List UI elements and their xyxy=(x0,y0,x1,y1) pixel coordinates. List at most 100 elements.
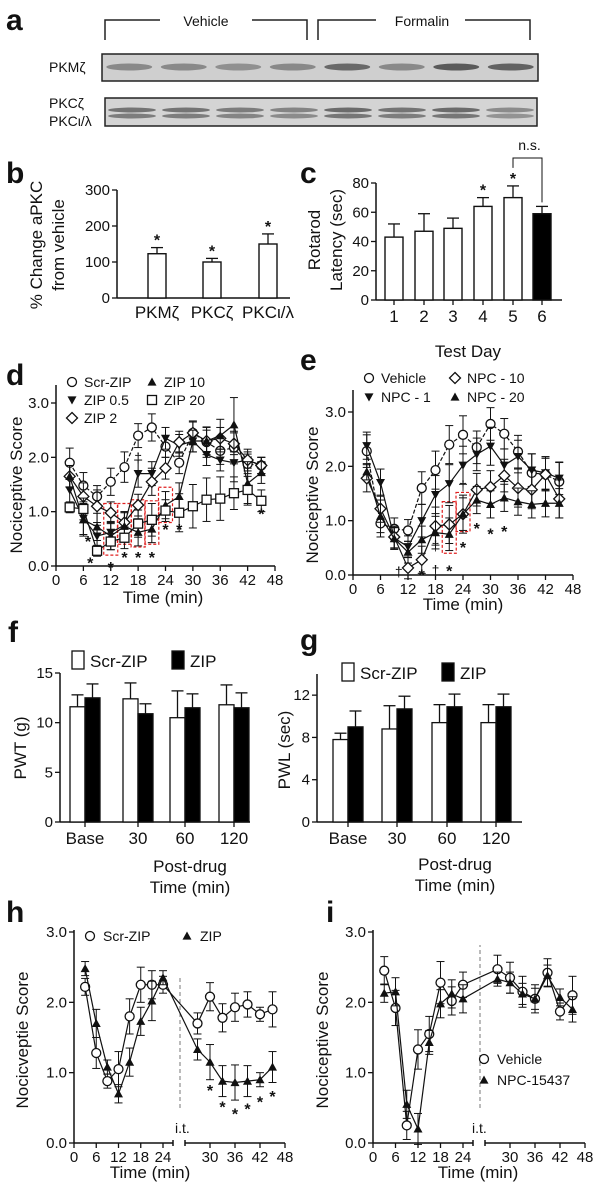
triangle-up-marker xyxy=(402,1099,412,1108)
x-tick-label: 30 xyxy=(482,581,499,598)
x-tick-label: 48 xyxy=(267,572,284,589)
triangle-up-marker xyxy=(114,1089,123,1098)
panel-label-f: f xyxy=(8,616,19,649)
diamond-open-marker xyxy=(65,411,79,425)
blot-band xyxy=(433,63,480,71)
significance-star: * xyxy=(257,1094,264,1111)
g-xlabel-2: Time (min) xyxy=(415,876,496,895)
blot-band xyxy=(270,113,318,119)
triangle-down-marker xyxy=(364,393,374,402)
blot-band xyxy=(378,113,426,119)
x-tick-label: 6 xyxy=(391,1149,399,1166)
ns-bracket xyxy=(512,157,543,203)
x-tick-label: 48 xyxy=(565,581,582,598)
triangle-up-marker xyxy=(530,994,540,1003)
x-tick-label: 48 xyxy=(577,1149,594,1166)
y-tick-label: 3.0 xyxy=(345,924,366,941)
triangle-up-marker xyxy=(413,1124,423,1133)
square-open-marker xyxy=(256,495,267,506)
y-tick-label: 12 xyxy=(293,687,310,704)
triangle-up-marker xyxy=(379,988,389,997)
diamond-open-marker xyxy=(415,553,429,567)
legend-label: Vehicle xyxy=(381,370,426,386)
square-open-marker xyxy=(78,503,89,515)
diamond-open-marker xyxy=(448,371,462,385)
circle-open-marker xyxy=(379,965,390,976)
c-ylabel-2: Latency (sec) xyxy=(327,189,346,291)
circle-open-marker xyxy=(105,476,116,487)
x-tick-label: 0 xyxy=(349,581,357,598)
triangle-down-marker xyxy=(215,456,225,465)
significance-star: * xyxy=(244,1101,251,1118)
bar xyxy=(202,261,222,299)
triangle-up-marker xyxy=(218,1076,227,1085)
triangle-up-marker xyxy=(444,529,454,538)
h-break-label: i.t. xyxy=(175,1120,190,1136)
formalin-bracket xyxy=(317,19,531,40)
x-tick-label: 36 xyxy=(527,1149,544,1166)
triangle-down-marker xyxy=(362,442,372,451)
square-open-marker xyxy=(91,545,103,556)
triangle-up-marker xyxy=(102,1062,112,1071)
blot-band xyxy=(216,107,264,113)
circle-open-marker xyxy=(430,464,441,476)
blot-band xyxy=(162,107,210,113)
legend-label: NPC - 20 xyxy=(467,389,525,405)
triangle-down-marker xyxy=(472,450,482,459)
circle-open-marker xyxy=(119,461,130,473)
y-tick-label: 0.0 xyxy=(46,1135,67,1152)
bar xyxy=(258,243,278,299)
significance-star: * xyxy=(446,563,453,580)
significance-star: * xyxy=(269,1089,276,1106)
triangle-up-marker xyxy=(447,989,457,998)
triangle-down-marker xyxy=(444,480,454,489)
triangle-up-marker xyxy=(268,1062,277,1071)
e-xlabel: Time (min) xyxy=(423,595,504,614)
square-open-marker xyxy=(215,493,226,504)
triangle-up-marker xyxy=(243,1076,252,1085)
c-ylabel-1: Rotarod xyxy=(305,210,324,270)
x-tick-label: 36 xyxy=(212,572,229,589)
x-tick-label: 18 xyxy=(427,581,444,598)
x-tick-label: 12 xyxy=(110,1149,127,1166)
significance-star: * xyxy=(460,540,467,557)
triangle-up-marker xyxy=(499,493,509,502)
x-tick-label: 42 xyxy=(252,1149,269,1166)
significance-star: * xyxy=(209,243,216,260)
y-tick-label: 40 xyxy=(352,234,369,251)
diamond-open-marker xyxy=(131,498,145,512)
triangle-down-marker xyxy=(486,442,495,451)
x-tick-label: 120 xyxy=(220,829,248,848)
triangle-up-marker xyxy=(505,978,515,987)
bar xyxy=(122,698,139,823)
x-tick-label: 6 xyxy=(79,572,87,589)
significance-star: * xyxy=(258,507,265,524)
significance-star: * xyxy=(121,550,128,567)
y-tick-label: 60 xyxy=(352,204,369,221)
bar xyxy=(184,707,201,823)
y-tick-label: 200 xyxy=(85,218,110,235)
chart-c: 0 20 40 60 80 1 2 3 * 4 * 5 6 n.s. xyxy=(352,137,562,326)
bar xyxy=(480,721,497,823)
bar xyxy=(532,213,552,301)
triangle-up-marker xyxy=(229,420,239,429)
x-tick-label: 12 xyxy=(410,1149,427,1166)
legend-label: ZIP xyxy=(190,652,216,671)
y-tick-label: 0 xyxy=(102,290,110,307)
triangle-up-marker xyxy=(391,987,400,996)
x-tick-label: 24 xyxy=(155,1149,172,1166)
y-tick-label: 3.0 xyxy=(325,404,346,421)
diamond-open-marker xyxy=(401,561,415,575)
square-open-marker xyxy=(174,507,185,518)
triangle-down-marker xyxy=(458,461,468,470)
x-tick-label: 18 xyxy=(132,1149,149,1166)
triangle-up-marker xyxy=(472,495,482,504)
y-tick-label: 80 xyxy=(352,175,369,192)
c-xlabel: Test Day xyxy=(435,342,502,361)
triangle-up-marker xyxy=(230,1078,240,1087)
y-tick-label: 10 xyxy=(36,715,53,732)
circle-open-marker xyxy=(79,981,91,993)
triangle-up-marker xyxy=(119,521,129,530)
y-tick-label: 1.0 xyxy=(28,504,49,521)
y-tick-label: 3.0 xyxy=(46,924,67,941)
